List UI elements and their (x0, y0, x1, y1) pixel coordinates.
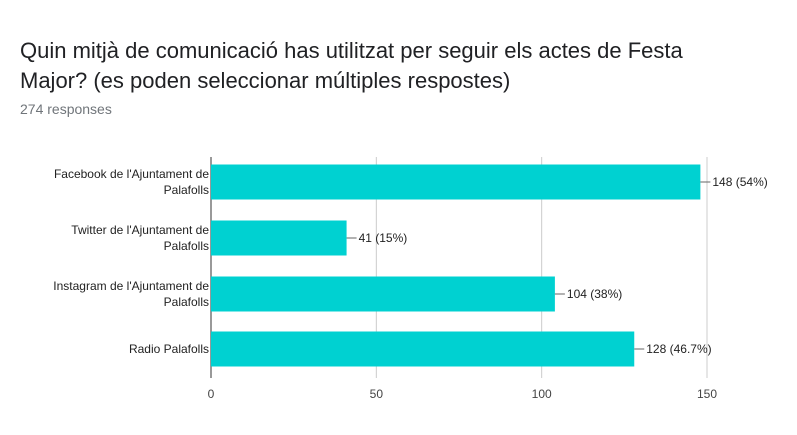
category-label: Palafolls (164, 239, 209, 253)
x-tick-label: 0 (208, 387, 215, 401)
x-tick-label: 100 (532, 387, 552, 401)
response-count: 274 responses (20, 101, 112, 117)
bar[interactable] (211, 164, 701, 200)
category-label: Instagram de l'Ajuntament de (53, 279, 209, 293)
category-label: Facebook de l'Ajuntament de (54, 167, 209, 181)
question-title: Quin mitjà de comunicació has utilitzat … (20, 38, 683, 93)
data-label: 104 (38%) (567, 287, 622, 301)
data-label: 148 (54%) (712, 175, 767, 189)
x-tick-label: 50 (370, 387, 384, 401)
x-tick-label: 150 (697, 387, 717, 401)
category-label: Palafolls (164, 295, 209, 309)
data-labels: 148 (54%) 41 (15%) 104 (38%) 128 (46.7%) (346, 175, 768, 356)
x-axis-ticks: 0 50 100 150 (208, 387, 718, 401)
category-labels: Facebook de l'Ajuntament de Palafolls Twit… (53, 167, 209, 356)
category-label: Twitter de l'Ajuntament de (71, 223, 209, 237)
bar[interactable] (211, 220, 347, 256)
category-label: Palafolls (164, 183, 209, 197)
data-label: 41 (15%) (359, 231, 408, 245)
bars (211, 164, 701, 367)
bar[interactable] (211, 276, 555, 312)
data-label: 128 (46.7%) (646, 342, 711, 356)
bar[interactable] (211, 331, 635, 367)
category-label: Radio Palafolls (129, 342, 209, 356)
